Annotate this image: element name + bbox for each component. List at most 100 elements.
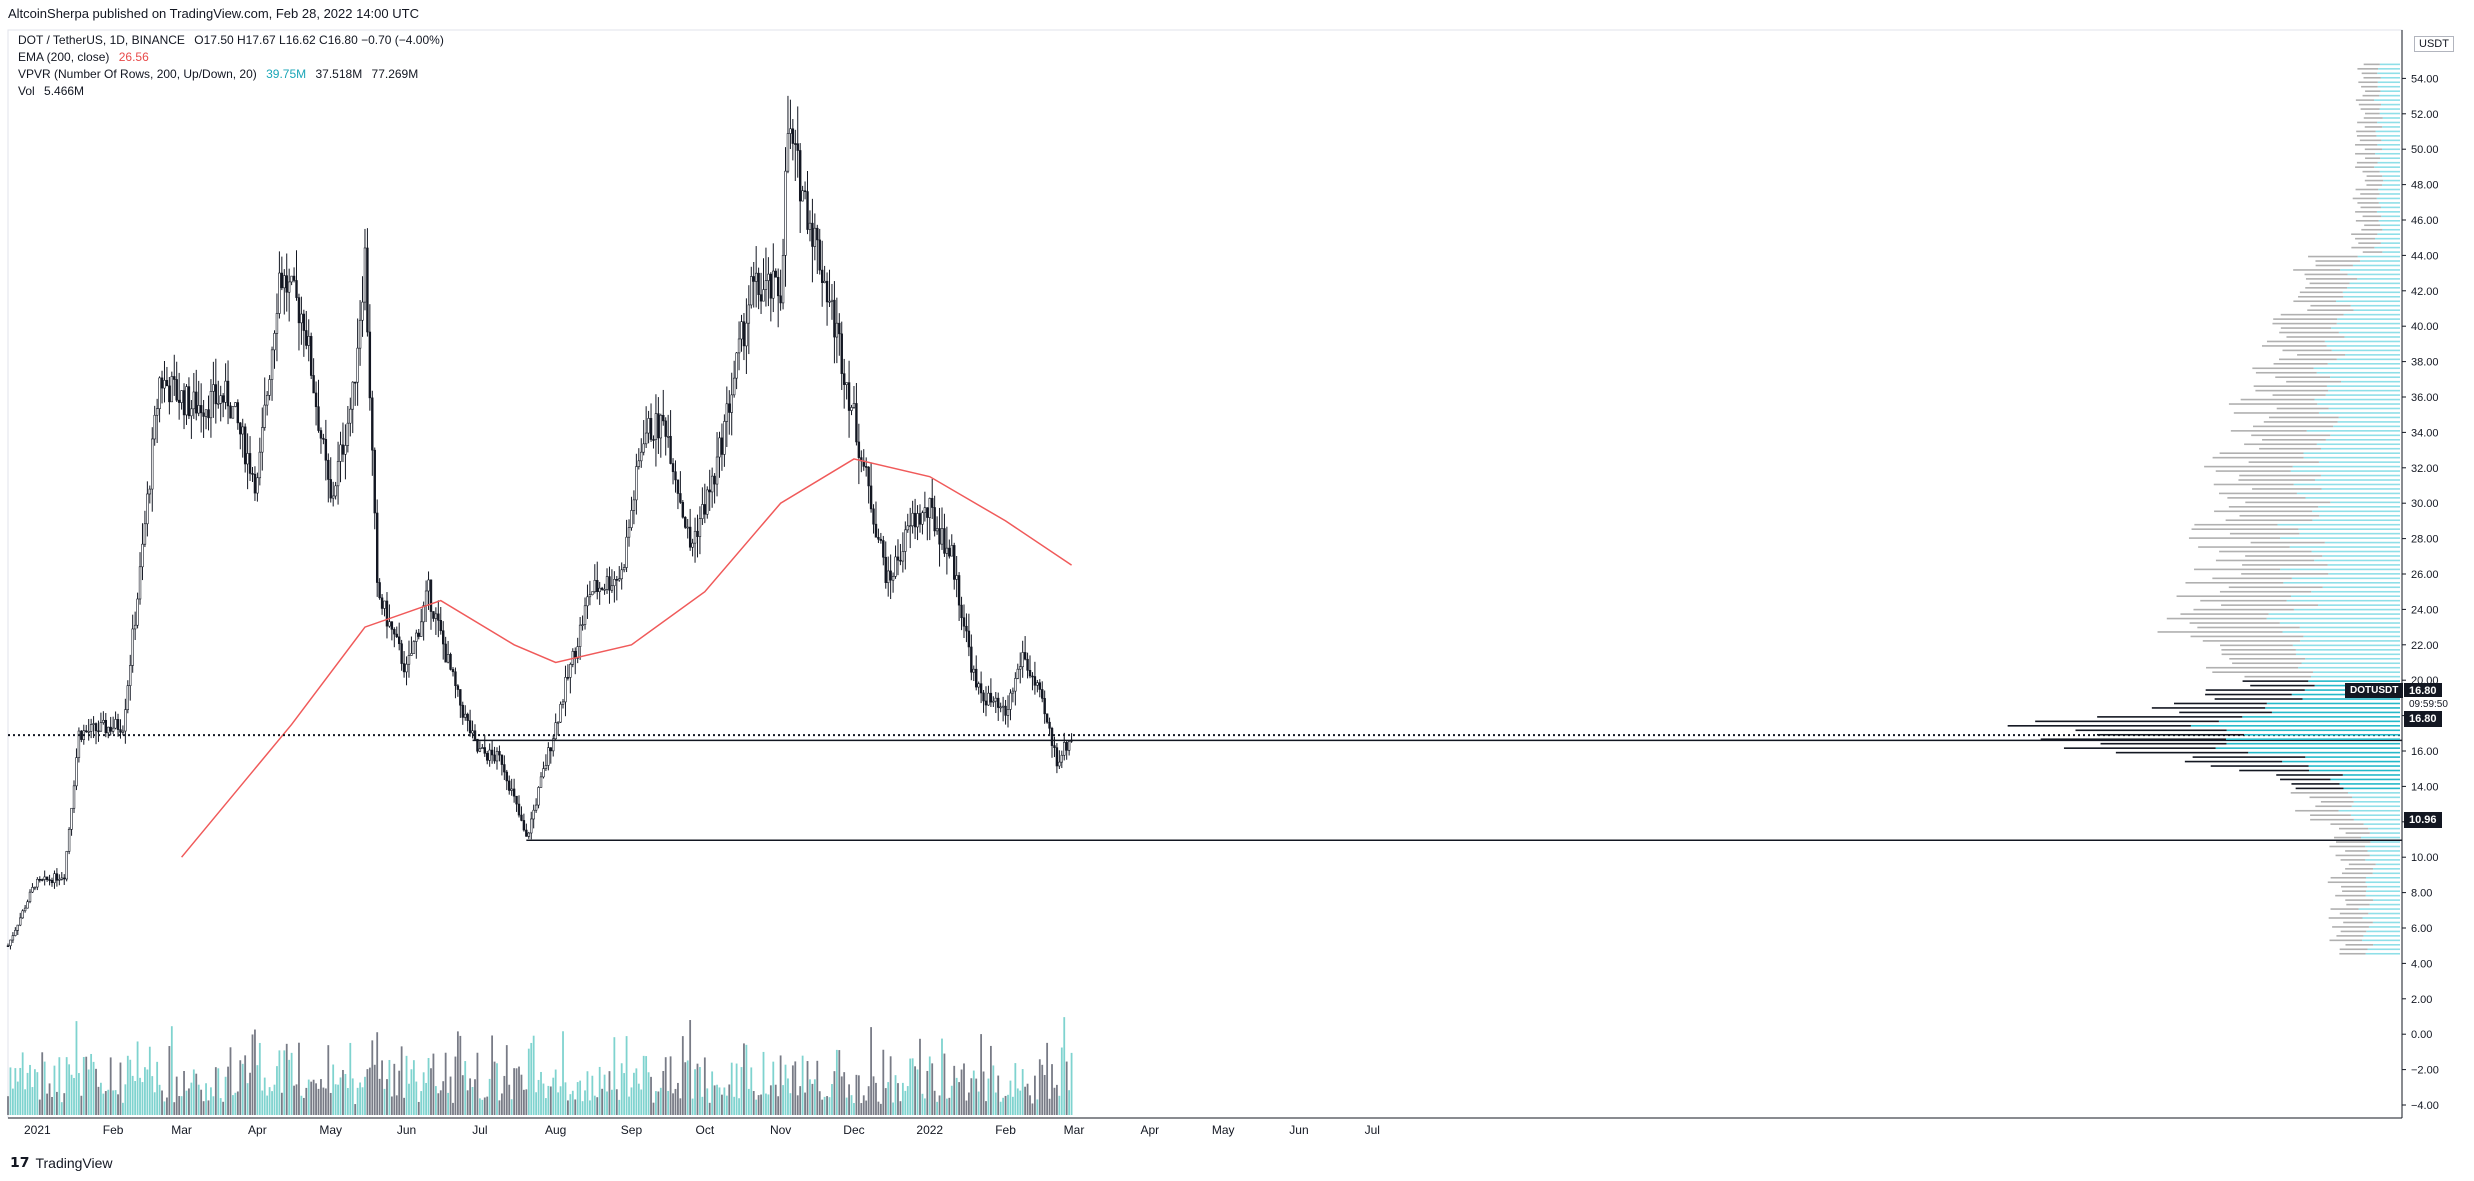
candle-body [278, 272, 281, 314]
volume-bar [733, 1096, 736, 1115]
volume-profile-up-bar [2226, 742, 2400, 745]
candle-body [16, 924, 19, 931]
volume-profile-down-bar [2250, 541, 2325, 544]
volume-bar [691, 1098, 694, 1115]
volume-profile-down-bar [2198, 546, 2290, 548]
volume-profile-down-bar [2035, 720, 2219, 723]
candle-body [339, 444, 342, 462]
candle-body [828, 300, 831, 303]
candle-body [583, 605, 587, 625]
volume-bar [422, 1072, 425, 1115]
volume-bar [508, 1084, 511, 1115]
candle-body [1060, 754, 1063, 763]
x-tick-label: Oct [695, 1123, 714, 1137]
volume-bar [833, 1071, 836, 1115]
volume-profile-down-bar [2341, 872, 2373, 875]
volume-profile-up-bar [2382, 148, 2400, 151]
volume-profile-down-bar [2339, 952, 2366, 955]
candle-body [265, 395, 269, 406]
volume-profile-up-bar [2248, 751, 2400, 754]
candle-body [539, 776, 543, 788]
candle-body [466, 713, 469, 721]
candle-body [708, 489, 711, 493]
volume-profile-up-bar [2343, 313, 2400, 316]
volume-profile-down-bar [2180, 613, 2269, 615]
volume-bar [381, 1060, 383, 1115]
volume-bar [1056, 1084, 1058, 1115]
candle-body [395, 633, 398, 638]
volume-profile-up-bar [2289, 546, 2400, 548]
volume-profile-down-bar [2359, 139, 2382, 142]
legend-ema-row[interactable]: EMA (200, close) 26.56 [18, 49, 450, 66]
volume-profile-down-bar [2362, 215, 2382, 218]
legend-vpvr-row[interactable]: VPVR (Number Of Rows, 200, Up/Down, 20) … [18, 66, 450, 83]
legend-symbol-row[interactable]: DOT / TetherUS, 1D, BINANCE O17.50 H17.6… [18, 32, 450, 49]
volume-bar [33, 1069, 36, 1115]
volume-bar [471, 1086, 474, 1115]
legend-vol-row[interactable]: Vol 5.466M [18, 83, 450, 100]
volume-bar [493, 1061, 496, 1115]
candle-body [808, 222, 812, 230]
candle-body [75, 757, 78, 787]
volume-bar [263, 1077, 266, 1115]
volume-profile-up-bar [2382, 251, 2400, 253]
candle-body [818, 239, 821, 271]
volume-bar [611, 1089, 613, 1115]
volume-bar [950, 1085, 953, 1115]
volume-bar [288, 1059, 291, 1115]
candle-body [517, 803, 521, 816]
candle-body [312, 375, 315, 394]
volume-bar [190, 1082, 193, 1115]
candle-body [442, 630, 445, 645]
volume-profile-down-bar [2219, 492, 2297, 495]
volume-profile-down-bar [2332, 926, 2369, 928]
candle-body [495, 751, 499, 762]
currency-badge[interactable]: USDT [2414, 36, 2454, 52]
volume-bar [527, 1048, 530, 1115]
volume-bar [351, 1078, 354, 1115]
volume-profile-down-bar [2335, 894, 2366, 897]
volume-bar [293, 1085, 295, 1115]
candle-body [671, 463, 675, 473]
volume-profile-down-bar [2227, 497, 2306, 499]
candle-body [356, 347, 359, 383]
volume-bar [740, 1067, 743, 1115]
volume-bar [185, 1090, 188, 1115]
candle-body [791, 128, 795, 144]
volume-profile-down-bar [2343, 921, 2373, 924]
candle-body [114, 719, 117, 729]
volume-profile-up-bar [2378, 188, 2400, 191]
candle-body [290, 275, 293, 283]
volume-bar [188, 1088, 190, 1115]
candle-body [163, 380, 166, 389]
volume-profile-up-bar [2314, 559, 2400, 562]
volume-profile-up-bar [2351, 805, 2400, 808]
volume-bar [139, 1077, 141, 1115]
volume-profile-up-bar [2380, 157, 2400, 160]
tradingview-brand[interactable]: 𝟭𝟳 TradingView [10, 1154, 113, 1171]
candle-body [368, 331, 372, 399]
y-tick-label: 46.00 [2411, 215, 2439, 227]
volume-bar [994, 1092, 997, 1115]
volume-bar [943, 1053, 946, 1115]
volume-profile-down-bar [2204, 465, 2293, 468]
volume-profile-down-bar [2190, 635, 2304, 638]
volume-bar [153, 1092, 156, 1115]
candle-body [67, 829, 71, 852]
volume-bar [520, 1074, 523, 1115]
volume-bar [442, 1081, 445, 1115]
candle-body [234, 402, 237, 407]
candle-body [984, 700, 988, 706]
countdown-tag: 09:59:50 [2404, 697, 2453, 712]
candle-body [982, 692, 985, 702]
volume-bar [645, 1056, 648, 1115]
candle-body [346, 422, 350, 446]
volume-profile-down-bar [2212, 577, 2292, 580]
volume-bar [70, 1074, 73, 1115]
x-tick-label: Feb [103, 1123, 124, 1137]
candle-body [801, 190, 804, 202]
volume-bar [567, 1100, 569, 1115]
volume-profile-down-bar [2097, 716, 2243, 718]
volume-profile-down-bar [2358, 242, 2381, 244]
